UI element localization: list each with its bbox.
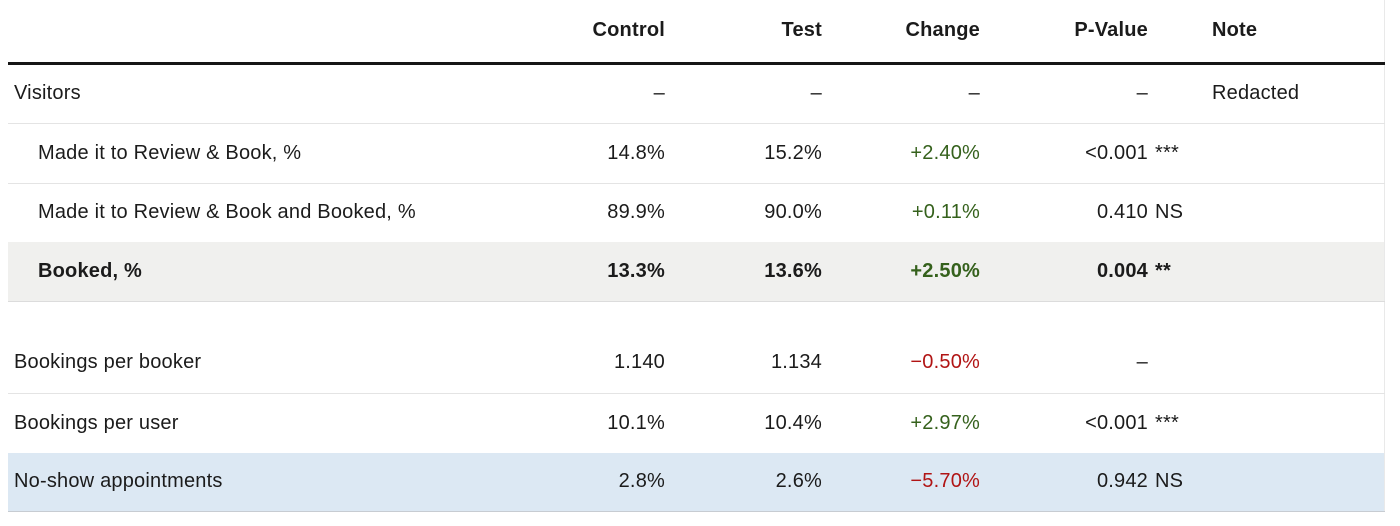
- change-cell: −5.70%: [910, 470, 980, 493]
- test-cell: 2.6%: [775, 470, 822, 493]
- test-cell: 13.6%: [764, 259, 822, 282]
- note-cell: Redacted: [1212, 82, 1300, 104]
- significance-cell: **: [1155, 259, 1171, 282]
- metric-cell: Bookings per user: [14, 411, 179, 434]
- column-header-note: Note: [1208, 0, 1384, 65]
- test-cell: 90.0%: [764, 201, 822, 224]
- note-cell: [1208, 242, 1384, 301]
- pvalue-cell: –: [1136, 351, 1148, 374]
- metric-cell: Booked, %: [38, 259, 143, 282]
- control-cell: 10.1%: [607, 411, 665, 434]
- column-header-test: Test: [665, 0, 822, 65]
- significance-cell: ***: [1155, 411, 1179, 434]
- column-header-control: Control: [468, 0, 665, 65]
- metric-cell: Visitors: [14, 82, 81, 104]
- test-cell: 15.2%: [764, 141, 822, 164]
- metric-cell: Bookings per booker: [14, 351, 202, 374]
- control-cell: 14.8%: [607, 141, 665, 164]
- header-row: Control Test Change P-Value Note: [8, 0, 1384, 65]
- pvalue-cell: 0.942: [1096, 470, 1148, 493]
- metric-cell: Made it to Review & Book and Booked, %: [38, 201, 416, 224]
- note-cell: [1208, 183, 1384, 242]
- ab-test-results-table: Control Test Change P-Value Note Visitor…: [8, 0, 1385, 512]
- control-cell: 89.9%: [607, 201, 665, 224]
- change-cell: +2.50%: [910, 259, 980, 282]
- pvalue-cell: <0.001: [1085, 411, 1148, 434]
- significance-cell: NS: [1155, 470, 1184, 493]
- metric-cell: Made it to Review & Book, %: [38, 141, 302, 164]
- change-cell: +2.97%: [910, 411, 980, 434]
- table-row-visitors: Visitors – – – – Redacted: [8, 63, 1384, 123]
- note-cell: [1208, 123, 1384, 183]
- change-cell: +2.40%: [910, 141, 980, 164]
- change-cell: +0.11%: [911, 201, 980, 224]
- change-cell: –: [968, 82, 980, 104]
- significance-cell: NS: [1155, 201, 1184, 224]
- column-header-sig: [1148, 0, 1208, 65]
- table-row-review-book-booked: Made it to Review & Book and Booked, % 8…: [8, 183, 1384, 242]
- control-cell: 2.8%: [618, 470, 665, 493]
- significance-cell: [1148, 63, 1208, 123]
- column-header-pvalue: P-Value: [980, 0, 1148, 65]
- pvalue-cell: –: [1136, 82, 1148, 104]
- significance-cell: [1148, 333, 1208, 393]
- results-table: Control Test Change P-Value Note Visitor…: [8, 0, 1385, 512]
- pvalue-cell: 0.004: [1096, 259, 1148, 282]
- column-header-change: Change: [822, 0, 980, 65]
- control-cell: 1.140: [613, 351, 665, 374]
- spacer-row: [8, 301, 1384, 333]
- note-cell: [1208, 393, 1384, 453]
- significance-cell: ***: [1155, 141, 1179, 164]
- spacer-cell: [8, 301, 1384, 333]
- pvalue-cell: <0.001: [1085, 141, 1148, 164]
- table-row-no-show-highlighted: No-show appointments 2.8% 2.6% −5.70% 0.…: [8, 453, 1384, 511]
- table-row-bookings-per-user: Bookings per user 10.1% 10.4% +2.97% <0.…: [8, 393, 1384, 453]
- table-row-review-book: Made it to Review & Book, % 14.8% 15.2% …: [8, 123, 1384, 183]
- note-cell: [1208, 453, 1384, 511]
- test-cell: 1.134: [770, 351, 822, 374]
- pvalue-cell: 0.410: [1096, 201, 1148, 224]
- table-row-booked-highlighted: Booked, % 13.3% 13.6% +2.50% 0.004 **: [8, 242, 1384, 301]
- note-cell: [1208, 333, 1384, 393]
- control-cell: 13.3%: [607, 259, 665, 282]
- table-row-bookings-per-booker: Bookings per booker 1.140 1.134 −0.50% –: [8, 333, 1384, 393]
- column-header-metric: [8, 0, 468, 65]
- test-cell: –: [810, 82, 822, 104]
- control-cell: –: [653, 82, 665, 104]
- metric-cell: No-show appointments: [14, 470, 223, 493]
- change-cell: −0.50%: [910, 351, 980, 374]
- test-cell: 10.4%: [764, 411, 822, 434]
